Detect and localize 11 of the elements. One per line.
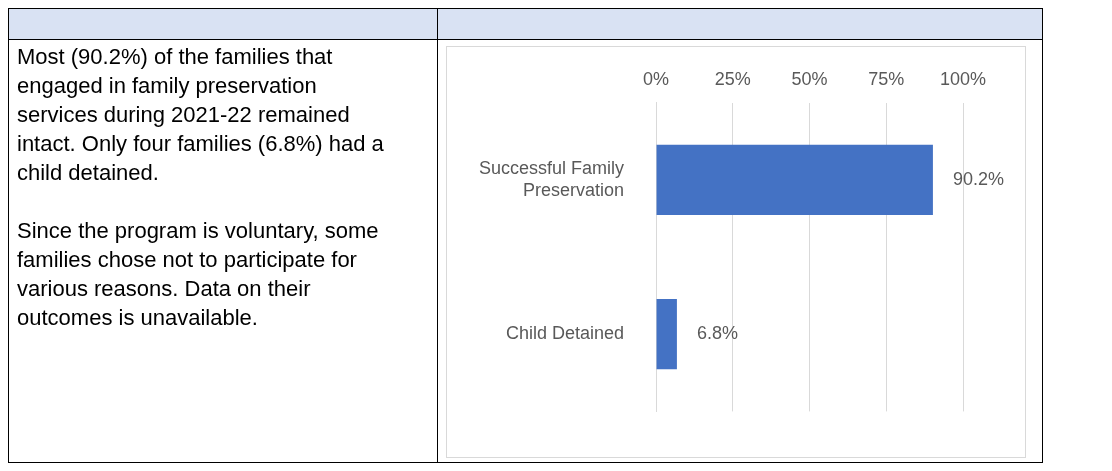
x-tick-label: 75% [868, 68, 905, 89]
x-tick-label: 100% [939, 68, 987, 89]
data-label: 90.2% [952, 168, 1004, 189]
data-label: 6.8% [696, 323, 738, 344]
y-tick-label: Child Detained [505, 323, 625, 344]
text: Since the program is voluntary, some families chose not to participate for various reasons. Data on their outcomes is unavailable. [17, 217, 380, 332]
x-tick-label: 50% [791, 68, 828, 89]
text: Most (90.2%) of the families that engaged in family preservation services during 2021-22 remained intact. Only four families (6.8%) had a child detained. [17, 43, 385, 187]
x-tick-label: 0% [643, 68, 670, 89]
y-tick-label: Successful Family Preservation [478, 157, 625, 200]
x-tick-label: 25% [714, 68, 751, 89]
